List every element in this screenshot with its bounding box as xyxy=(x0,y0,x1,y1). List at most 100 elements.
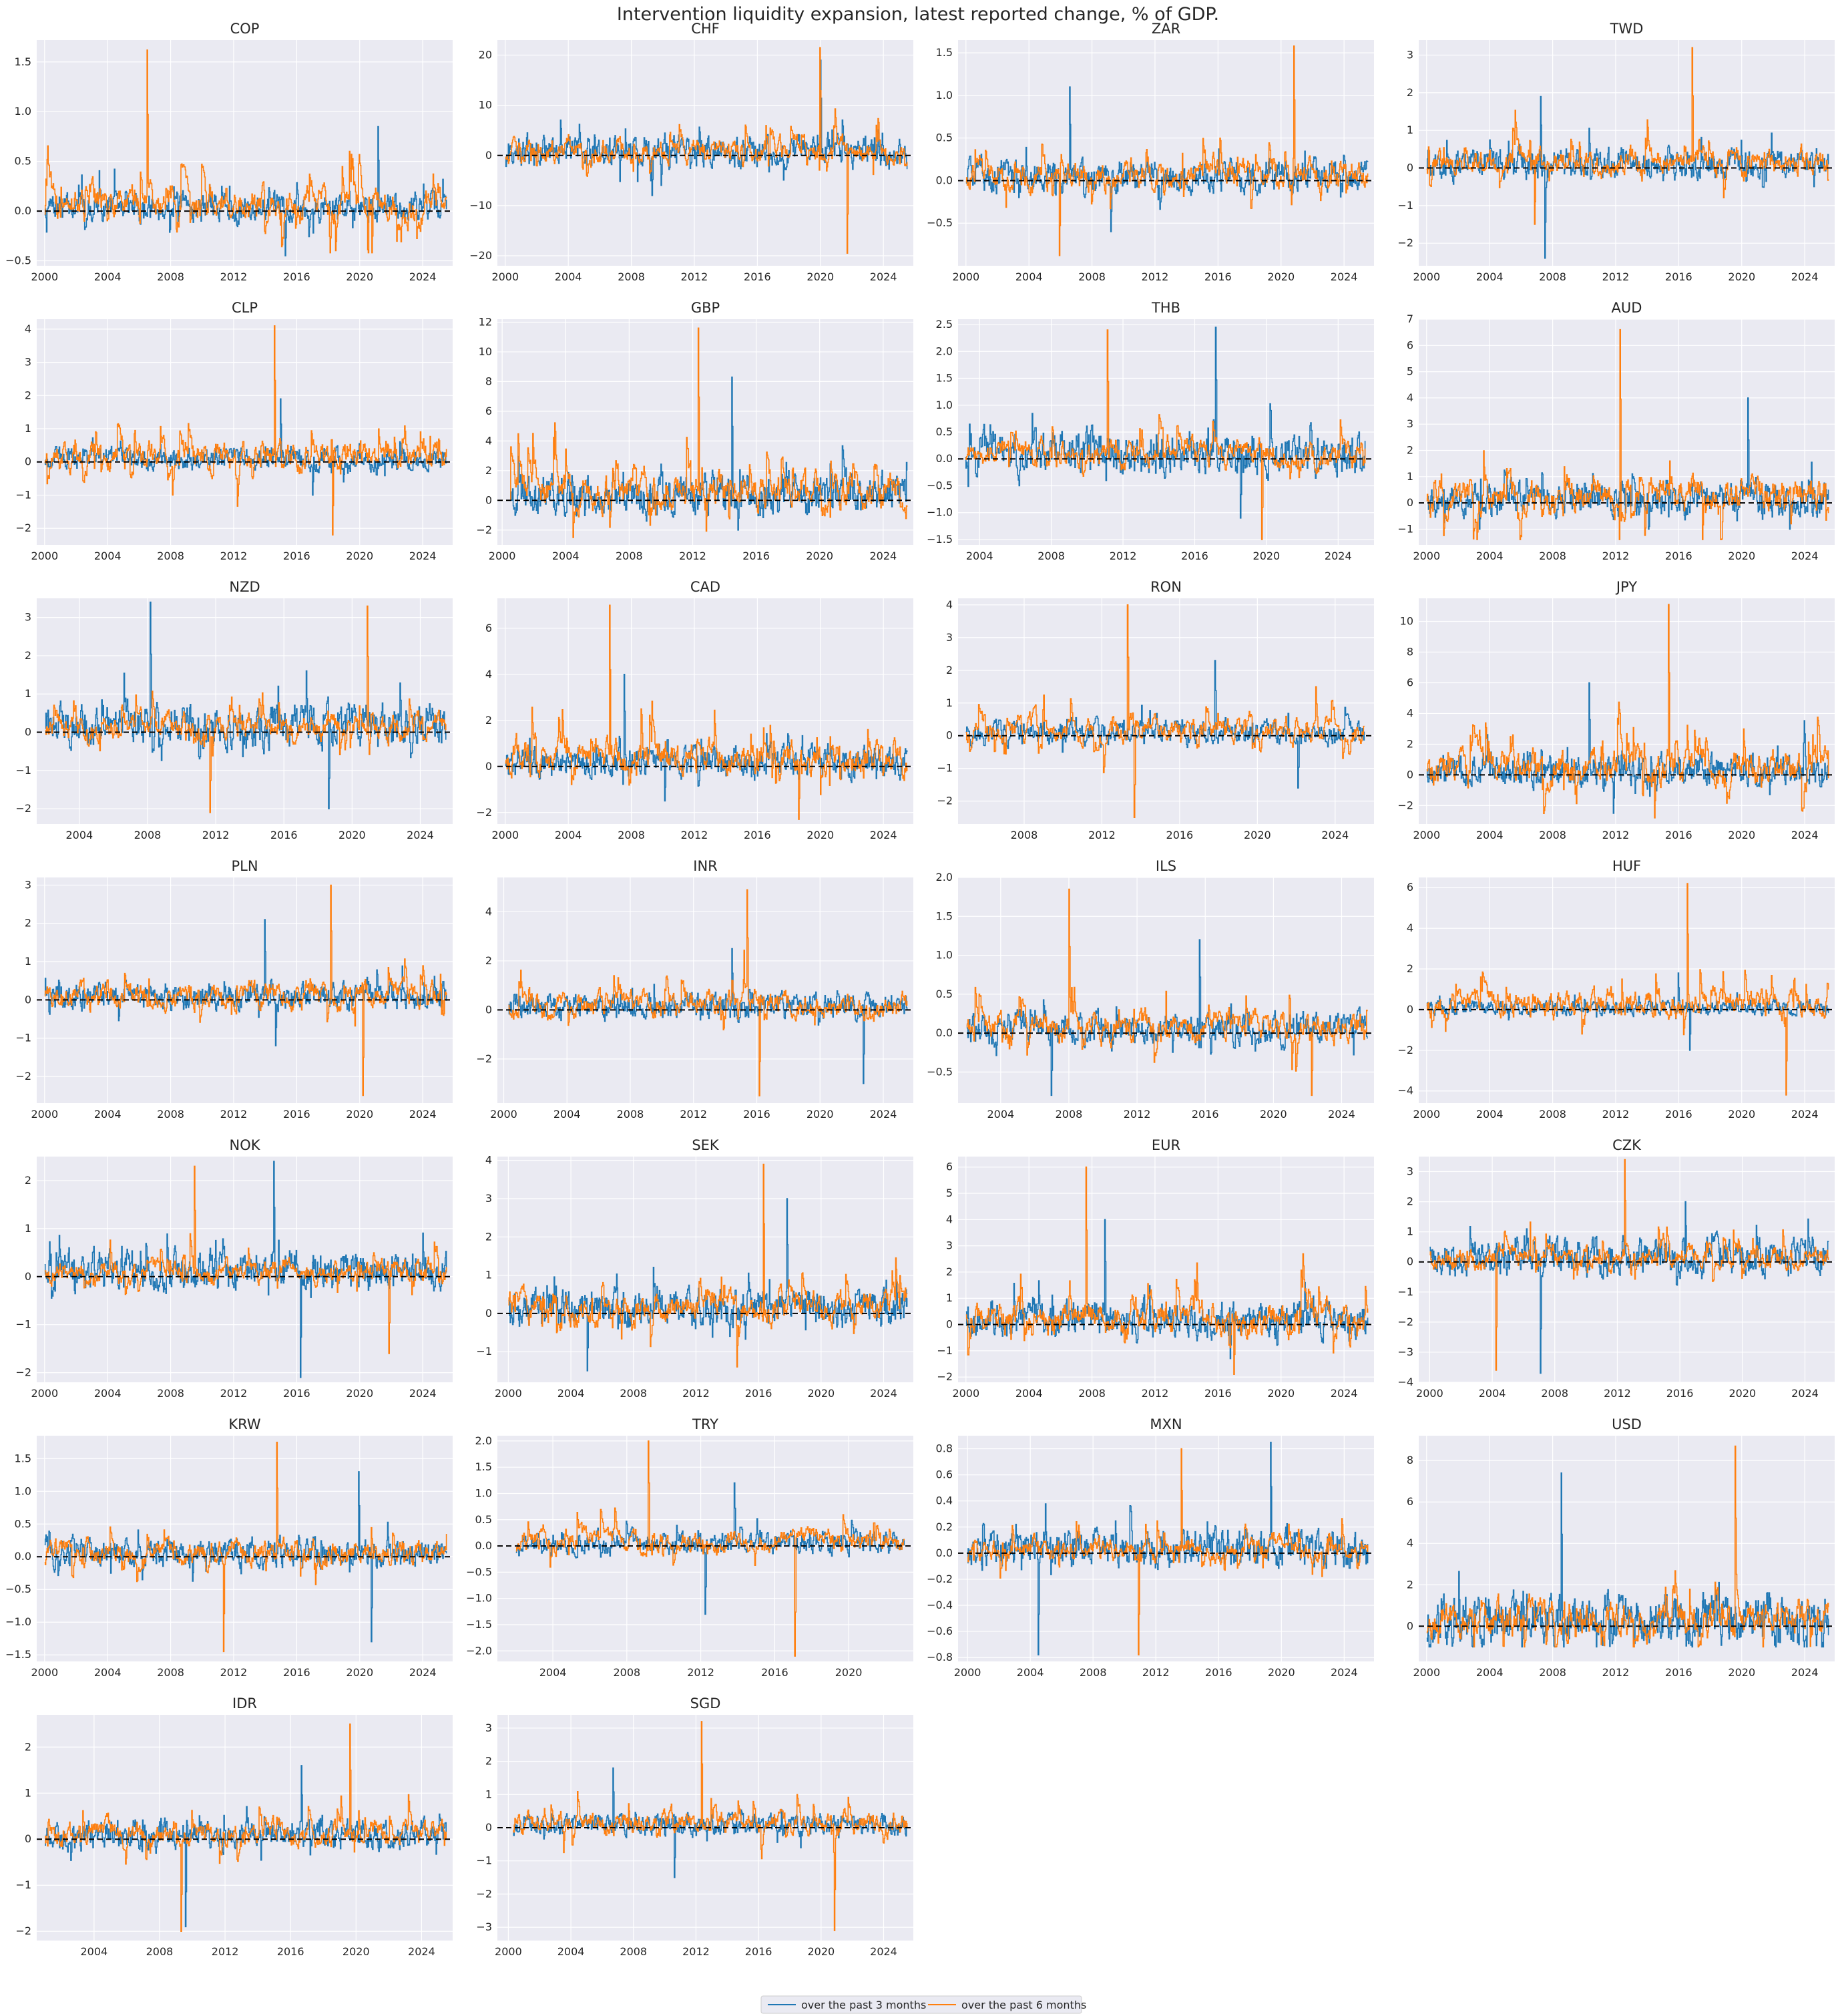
y-tick-label: 1.5 xyxy=(936,372,953,385)
y-tick-label: 2 xyxy=(1407,737,1413,750)
x-tick-label: 2004 xyxy=(1476,1666,1504,1679)
panel-title: GBP xyxy=(691,300,720,316)
series-line-3-months xyxy=(44,1471,447,1643)
x-tick-label: 2020 xyxy=(1729,1387,1756,1400)
x-tick-label: 2016 xyxy=(1204,1387,1232,1400)
panel-title: USD xyxy=(1612,1416,1642,1432)
x-tick-label: 2000 xyxy=(1413,270,1440,283)
x-tick-label: 2004 xyxy=(1476,550,1504,562)
y-tick-label: 1.0 xyxy=(475,1486,492,1499)
panel-title: THB xyxy=(1151,300,1180,316)
y-tick-label: 1.5 xyxy=(15,55,31,68)
series-line-6-months xyxy=(515,1440,905,1657)
panel-title: HUF xyxy=(1612,858,1641,874)
y-tick-label: −1.5 xyxy=(466,1618,492,1631)
panel-gbp: 2000 2004 2008 2012 2016 2020 2024 −2 0 2 4 6 8 10 12 G… xyxy=(476,300,913,562)
y-tick-label: 1 xyxy=(946,1291,953,1304)
series-line-6-months xyxy=(45,1724,447,1932)
series-line-6-months xyxy=(1429,1159,1829,1371)
x-tick-label: 2020 xyxy=(346,270,373,283)
y-tick-label: 3 xyxy=(485,1722,492,1734)
plot-area xyxy=(958,598,1374,824)
y-tick-label: −2.0 xyxy=(466,1644,492,1657)
panel-title: CAD xyxy=(690,579,720,595)
y-tick-label: 1 xyxy=(485,1269,492,1281)
x-tick-label: 2024 xyxy=(870,1108,897,1121)
x-tick-label: 2016 xyxy=(1166,829,1194,841)
x-tick-label: 2020 xyxy=(807,270,834,283)
series-line-3-months xyxy=(508,1198,908,1372)
y-tick-label: 1.0 xyxy=(936,949,953,962)
y-tick-label: 4 xyxy=(946,598,953,611)
y-tick-label: 3 xyxy=(946,631,953,644)
y-tick-label: −1 xyxy=(15,488,31,501)
panel-twd: 2000 2004 2008 2012 2016 2020 2024 −2 −1 0 1 2 3 TWD xyxy=(1397,21,1835,283)
series-line-6-months xyxy=(513,1721,908,1931)
x-tick-label: 2020 xyxy=(835,1666,863,1679)
y-tick-label: 1.0 xyxy=(15,105,31,118)
series-line-6-months xyxy=(1426,604,1829,819)
x-tick-label: 2000 xyxy=(1413,829,1440,841)
y-tick-label: 0.6 xyxy=(936,1468,953,1481)
x-tick-label: 2008 xyxy=(1539,1108,1566,1121)
x-tick-label: 2004 xyxy=(1476,1108,1504,1121)
x-tick-label: 2008 xyxy=(157,550,184,562)
panel-ils: 2004 2008 2012 2016 2020 2024 −0.5 0.0 0.5 1.0 1.5… xyxy=(927,858,1374,1121)
y-tick-label: 0.5 xyxy=(15,155,31,168)
x-tick-label: 2004 xyxy=(555,270,582,283)
series-line-3-months xyxy=(1426,972,1829,1051)
x-tick-label: 2024 xyxy=(1791,270,1819,283)
x-tick-label: 2012 xyxy=(1602,1108,1630,1121)
y-tick-label: 2 xyxy=(946,1265,953,1278)
y-tick-label: −2 xyxy=(15,1925,31,1937)
y-tick-label: 0.5 xyxy=(15,1517,31,1530)
x-tick-label: 2024 xyxy=(1325,550,1352,562)
y-tick-label: 1 xyxy=(1407,470,1413,483)
panel-jpy: 2000 2004 2008 2012 2016 2020 2024 −2 0 2 4 6 8 10 JPY xyxy=(1397,579,1835,841)
y-tick-label: −0.6 xyxy=(927,1625,953,1637)
x-tick-label: 2004 xyxy=(557,1945,585,1958)
y-tick-label: −1.5 xyxy=(927,533,953,546)
x-tick-label: 2016 xyxy=(1665,829,1692,841)
x-tick-label: 2000 xyxy=(491,829,519,841)
series-line-3-months xyxy=(508,948,908,1084)
y-tick-label: −2 xyxy=(476,524,492,536)
x-tick-label: 2004 xyxy=(1479,1387,1506,1400)
x-tick-label: 2024 xyxy=(409,1387,437,1400)
x-tick-label: 2012 xyxy=(1602,1666,1630,1679)
x-tick-label: 2020 xyxy=(807,1945,835,1958)
y-tick-label: 0 xyxy=(1407,1255,1413,1268)
legend-frame xyxy=(760,1995,1082,2014)
series-line-6-months xyxy=(44,1442,447,1653)
panel-try: 2004 2008 2012 2016 2020 −2.0 −1.5 −1.0 −0.5 0.0 0… xyxy=(466,1416,913,1679)
panel-sek: 2000 2004 2008 2012 2016 2020 2024 −1 0 1 2 3 4 SEK xyxy=(476,1137,913,1400)
series-line-6-months xyxy=(508,1163,908,1368)
y-tick-label: 0.0 xyxy=(936,452,953,465)
x-tick-label: 2024 xyxy=(409,550,437,562)
y-tick-label: −0.2 xyxy=(927,1573,953,1585)
y-tick-label: 1.5 xyxy=(936,910,953,922)
x-tick-label: 2000 xyxy=(31,550,58,562)
x-tick-label: 2020 xyxy=(807,1108,834,1121)
y-tick-label: −1 xyxy=(1397,199,1413,212)
y-tick-label: −1 xyxy=(937,762,953,775)
panel-cop: 2000 2004 2008 2012 2016 2020 2024 −0.5 0.0 0.5 1.… xyxy=(5,21,453,283)
x-tick-label: 2016 xyxy=(742,550,770,562)
panel-zar: 2000 2004 2008 2012 2016 2020 2024 −0.5 0.0 0.5 1.… xyxy=(927,21,1374,283)
y-tick-label: 0 xyxy=(25,1270,31,1283)
y-tick-label: 0 xyxy=(1407,1003,1413,1016)
series-line-6-months xyxy=(44,325,447,536)
panel-title: NOK xyxy=(229,1137,260,1153)
panel-title: INR xyxy=(693,858,718,874)
y-tick-label: 1 xyxy=(1407,1225,1413,1238)
x-tick-label: 2020 xyxy=(806,550,833,562)
panel-title: KRW xyxy=(228,1416,261,1432)
x-tick-label: 2012 xyxy=(1602,270,1630,283)
y-tick-label: −0.5 xyxy=(5,1583,31,1595)
y-tick-label: −2 xyxy=(15,522,31,534)
y-tick-label: 0.5 xyxy=(936,988,953,1000)
series-line-3-months xyxy=(967,1442,1369,1655)
x-tick-label: 2016 xyxy=(744,829,771,841)
x-tick-label: 2004 xyxy=(1015,1387,1043,1400)
x-tick-label: 2000 xyxy=(31,270,58,283)
